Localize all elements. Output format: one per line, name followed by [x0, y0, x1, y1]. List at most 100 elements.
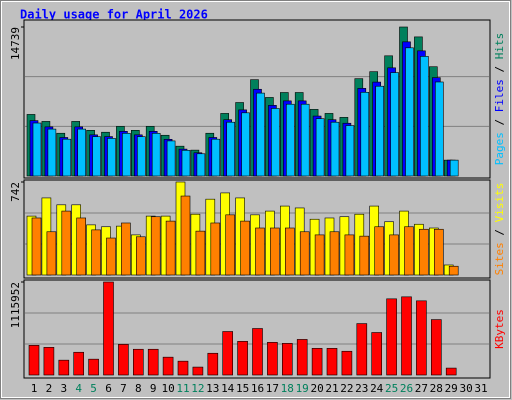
x-tick-label: 3 [60, 382, 67, 395]
bar [43, 347, 55, 376]
bar [31, 217, 42, 276]
bar [237, 341, 248, 376]
bar [180, 195, 191, 276]
x-tick-label: 5 [90, 382, 97, 395]
bar [405, 47, 414, 177]
bar [195, 230, 206, 276]
bar [433, 228, 444, 276]
bar [133, 348, 144, 376]
legend-entry: Visits [493, 183, 506, 223]
bar [210, 222, 221, 276]
legend-entry: Hits [493, 33, 506, 60]
bar [252, 328, 263, 376]
bar [226, 121, 235, 177]
bar [371, 332, 383, 376]
legend-entry: Pages [493, 132, 506, 165]
bar [300, 103, 310, 177]
bar [88, 358, 99, 376]
x-tick-label: 11 [176, 382, 189, 395]
legend-separator: / [493, 112, 506, 132]
bar [32, 122, 42, 177]
bar [62, 138, 72, 177]
bar [389, 234, 399, 276]
chart-title: Daily usage for April 2026 [20, 8, 208, 22]
bar [375, 85, 385, 177]
bar [359, 235, 370, 276]
bar [401, 296, 412, 376]
x-tick-label: 10 [161, 382, 174, 395]
bar [91, 229, 101, 276]
x-tick-label: 2 [46, 382, 53, 395]
bar [271, 108, 280, 177]
bar [311, 348, 323, 376]
x-tick-label: 17 [266, 382, 279, 395]
x-tick-label: 4 [75, 382, 82, 395]
bar [430, 319, 442, 376]
x-tick-label: 13 [206, 382, 219, 395]
bar [356, 323, 368, 376]
x-tick-label: 29 [445, 382, 458, 395]
bar [420, 56, 429, 177]
bar [136, 236, 146, 276]
x-tick-label: 14 [221, 382, 235, 395]
legend-entry: Files [493, 79, 506, 112]
bar [341, 350, 353, 376]
bar [147, 348, 159, 376]
bar [106, 237, 116, 276]
x-tick-label: 31 [474, 382, 487, 395]
bar [326, 348, 338, 376]
x-tick-label: 19 [296, 382, 309, 395]
bar [122, 133, 131, 177]
bar [360, 91, 370, 177]
bar [107, 138, 116, 177]
bar [222, 331, 233, 376]
bar [445, 367, 457, 376]
bar [47, 128, 57, 177]
bar [449, 159, 459, 177]
bar [281, 343, 293, 376]
x-tick-label: 16 [251, 382, 264, 395]
legend: Sites / Visits [493, 183, 506, 276]
bar [151, 133, 161, 177]
x-tick-label: 25 [385, 382, 398, 395]
bar [103, 281, 114, 376]
x-tick-label: 8 [135, 382, 142, 395]
bar [419, 228, 429, 276]
x-tick-label: 24 [370, 382, 384, 395]
x-tick-label: 30 [459, 382, 472, 395]
bar [404, 226, 414, 276]
bar [390, 72, 399, 177]
bar [241, 112, 250, 177]
bar [207, 352, 219, 376]
bar [181, 150, 191, 177]
bar [92, 136, 101, 177]
bar [296, 339, 308, 376]
bar [137, 136, 146, 177]
bar [416, 300, 427, 376]
x-tick-label: 26 [400, 382, 413, 395]
legend-entry: Sites [493, 242, 506, 275]
bar [285, 103, 295, 177]
legend: KBytes [493, 309, 506, 349]
bar [240, 220, 250, 276]
bar [284, 227, 295, 276]
bar [192, 366, 204, 376]
x-tick-label: 15 [236, 382, 249, 395]
x-tick-label: 7 [120, 382, 127, 395]
bar [58, 359, 70, 376]
bar [118, 344, 129, 376]
bar [121, 222, 131, 276]
bar [330, 121, 340, 177]
legend-separator: / [493, 222, 506, 242]
bar [73, 351, 84, 376]
bar [162, 356, 174, 376]
bar [329, 231, 340, 276]
bar [448, 265, 459, 276]
bar [270, 227, 280, 276]
x-tick-label: 27 [415, 382, 428, 395]
bar [225, 214, 235, 276]
bar [315, 118, 325, 177]
